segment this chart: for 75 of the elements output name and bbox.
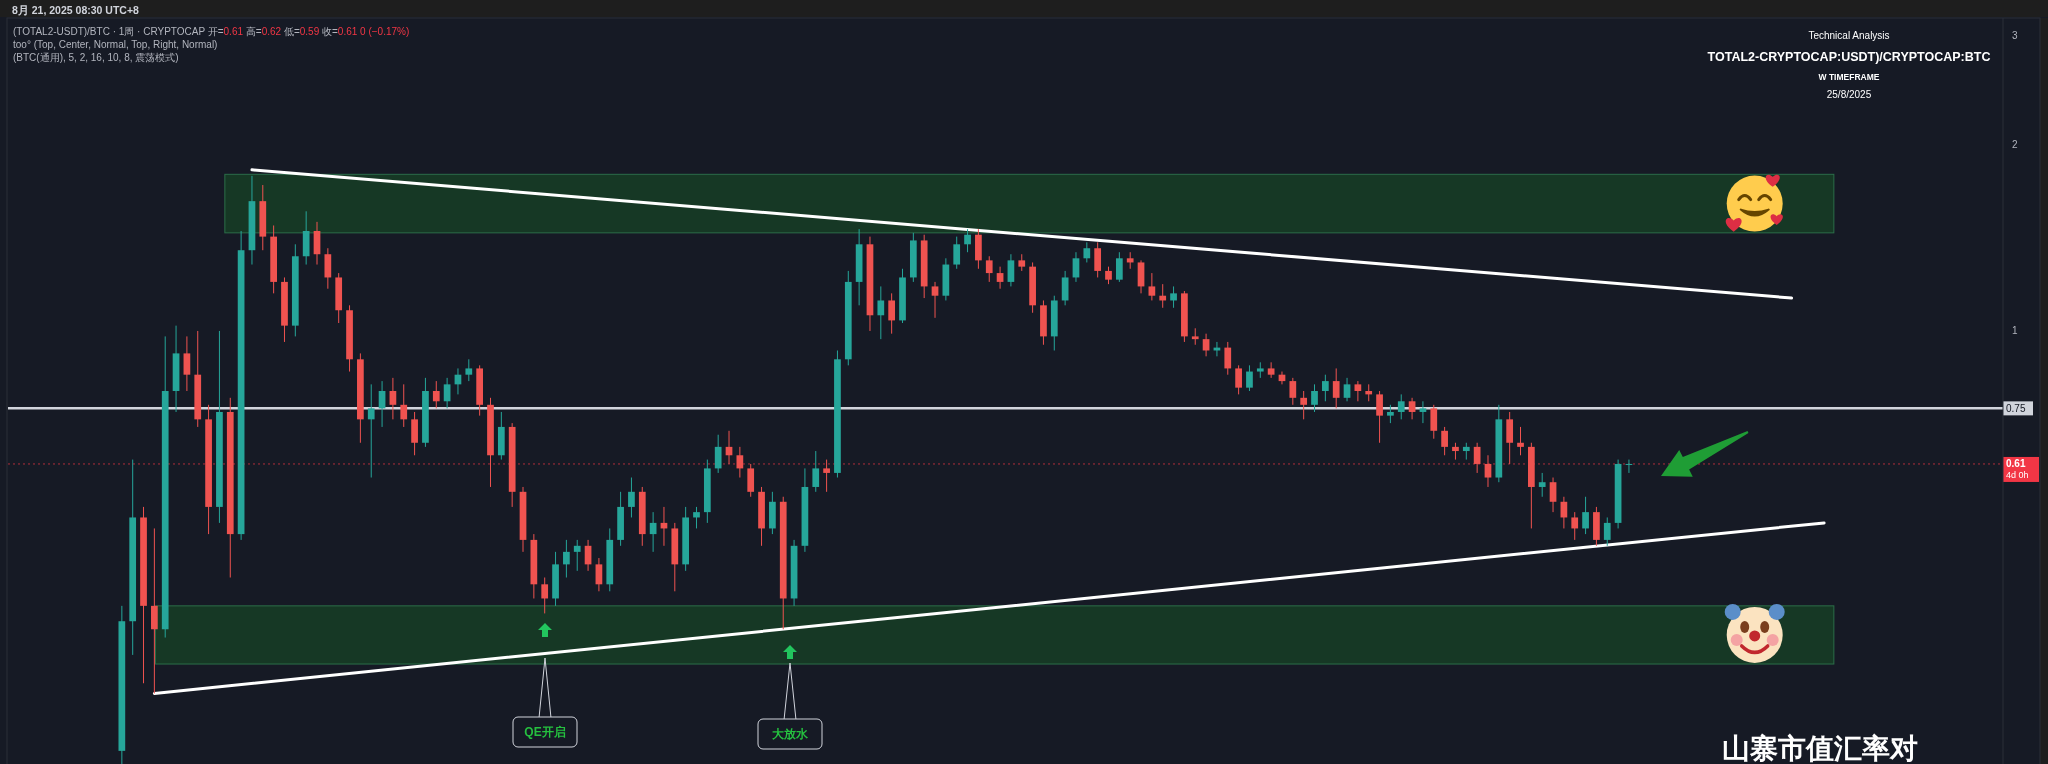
candlestick: [151, 527, 158, 694]
candlestick: [1343, 377, 1351, 402]
candlestick: [888, 292, 896, 335]
candlestick: [367, 383, 375, 479]
candlestick: [389, 377, 397, 420]
candlestick: [1332, 367, 1340, 409]
candlestick: [996, 266, 1004, 290]
annotation: Technical Analysis: [1808, 29, 1890, 41]
candlestick: [1170, 285, 1177, 309]
candlestick: [985, 255, 993, 283]
candlestick: [324, 247, 332, 290]
candlestick: [1083, 241, 1091, 263]
candlestick: [628, 477, 635, 518]
candlestick: [400, 383, 408, 428]
candlestick: [563, 539, 570, 578]
candlestick: [1387, 404, 1394, 424]
annotation: 25/8/2025: [1826, 88, 1872, 100]
candlestick: [1549, 477, 1557, 513]
candlestick: [1397, 393, 1405, 420]
annotation: too° (Top, Center, Normal, Top, Right, Normal): [13, 38, 218, 50]
candlestick: [1311, 383, 1318, 413]
candlestick: [1441, 426, 1448, 456]
candlestick: [953, 236, 961, 270]
candlestick: [1007, 253, 1015, 287]
candlestick: [1430, 404, 1438, 440]
candlestick: [823, 459, 830, 493]
candlestick: [541, 577, 549, 614]
candlestick: [812, 450, 820, 493]
candlestick: [1484, 454, 1492, 488]
candlestick: [1506, 411, 1514, 465]
y-tick-label: 1: [2012, 325, 2018, 337]
candlestick: [1419, 400, 1427, 424]
candlestick: [465, 358, 473, 382]
annotation: W TIMEFRAME: [1818, 72, 1880, 82]
candlestick: [747, 463, 755, 498]
candlestick: [1571, 511, 1579, 541]
text: (TOTAL2-USDT)/BTC · 1周 · CRYPTOCAP 开=0.61 高=0.62 低=0.59 收=0.61 0 (−0.17%): [13, 25, 410, 37]
candlestick: [1321, 374, 1329, 402]
candlestick: [931, 281, 939, 319]
candlestick: [1473, 442, 1481, 474]
ref-line-label: 0.75: [2006, 402, 2026, 414]
candlestick: [1300, 390, 1308, 420]
y-tick-label: 3: [2012, 29, 2018, 41]
candlestick: [595, 557, 603, 592]
candlestick: [1376, 390, 1383, 444]
candlestick: [1408, 397, 1416, 420]
candlestick: [1517, 426, 1524, 456]
annotation: 大放水: [772, 727, 809, 741]
ref-line-label: 0.61 4d 0h: [2006, 458, 2029, 480]
candlestick: [1603, 516, 1611, 547]
candlestick: [1224, 341, 1232, 376]
y-tick-label: 2: [2012, 138, 2018, 150]
candlestick: [432, 380, 440, 409]
text: 8月 21, 2025 08:30 UTC+8: [12, 4, 140, 16]
candlestick: [1267, 361, 1275, 379]
candlestick: [573, 539, 581, 572]
candlestick: [714, 434, 722, 474]
candlestick: [1246, 364, 1253, 392]
candlestick: [1354, 380, 1362, 402]
candlestick: [877, 285, 885, 340]
candlestick: [1289, 377, 1297, 406]
candlestick: [693, 506, 700, 529]
candlestick: [183, 335, 191, 392]
candlestick: [1148, 272, 1156, 301]
candlestick: [1115, 251, 1123, 283]
candlestick: [411, 411, 418, 456]
candlestick: [1235, 364, 1242, 395]
annotation: (BTC(通用), 5, 2, 16, 10, 8, 震荡模式): [13, 51, 179, 63]
candlestick: [1094, 241, 1102, 278]
candlestick: [1582, 496, 1589, 535]
text: TOTAL2-CRYPTOCAP:USDT)/CRYPTOCAP:BTC: [1707, 50, 1991, 64]
annotation: 山寨市值汇率对: [1722, 732, 1918, 764]
candlestick: [1538, 472, 1546, 498]
annotation: QE开启: [524, 725, 566, 739]
candlestick: [964, 228, 971, 253]
